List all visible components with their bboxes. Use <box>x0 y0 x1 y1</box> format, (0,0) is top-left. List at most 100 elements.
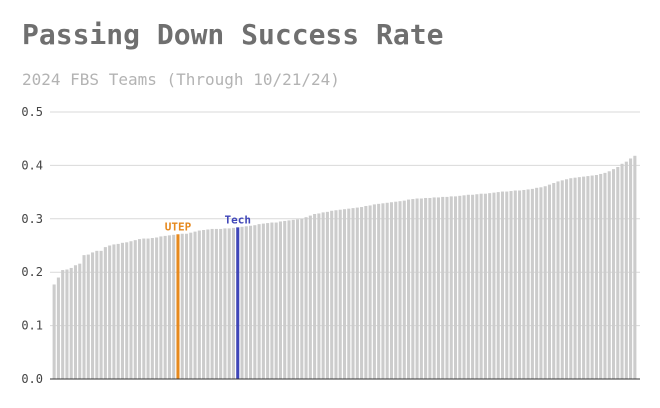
bar <box>202 230 206 379</box>
bar <box>381 203 385 379</box>
bar <box>629 158 633 379</box>
bar <box>419 198 423 379</box>
bar <box>266 223 270 379</box>
y-tick-label: 0.0 <box>21 372 43 386</box>
bar <box>244 226 248 379</box>
bar <box>52 284 56 379</box>
bar <box>206 229 210 379</box>
bar <box>355 207 359 379</box>
bar <box>73 265 78 379</box>
bar <box>407 199 411 379</box>
bar <box>240 226 244 379</box>
bar <box>552 183 556 379</box>
bar <box>483 193 487 379</box>
bar <box>103 247 107 379</box>
bar <box>189 232 193 379</box>
bar <box>283 220 287 379</box>
bar <box>432 197 436 379</box>
bar <box>227 228 231 379</box>
bar <box>231 227 236 379</box>
bar <box>377 203 381 379</box>
bar <box>389 202 394 379</box>
bar <box>317 213 321 379</box>
bar <box>492 192 496 379</box>
bar <box>184 233 189 379</box>
bar <box>633 155 637 379</box>
bar <box>526 189 530 379</box>
bar <box>137 239 142 379</box>
bar <box>505 191 509 379</box>
bar <box>172 234 176 379</box>
bar <box>471 194 475 379</box>
y-tick-label: 0.4 <box>21 158 43 172</box>
bar <box>368 205 372 379</box>
bar <box>586 176 590 379</box>
bar <box>78 263 82 379</box>
bar <box>270 222 274 379</box>
bar <box>428 197 432 379</box>
bar <box>155 237 159 379</box>
bar <box>496 192 500 379</box>
bar-annotation: Tech <box>224 213 251 226</box>
bar <box>351 208 355 379</box>
bar <box>325 211 329 379</box>
bar <box>159 236 163 379</box>
bar <box>424 197 428 379</box>
bar <box>616 167 620 379</box>
bar <box>603 172 607 379</box>
bar <box>214 228 218 379</box>
bar <box>347 208 351 379</box>
bar <box>590 175 594 379</box>
bar <box>462 195 466 379</box>
bar <box>479 193 483 379</box>
bar <box>291 219 295 379</box>
bar <box>360 207 364 379</box>
bar <box>577 177 581 379</box>
bar <box>321 212 325 379</box>
bar <box>142 238 146 379</box>
bar <box>274 222 278 379</box>
bar <box>91 252 95 379</box>
bar <box>488 193 492 379</box>
y-tick-label: 0.2 <box>21 265 43 279</box>
bar <box>573 177 577 379</box>
bar-annotation: UTEP <box>165 220 192 233</box>
bar <box>513 190 517 379</box>
bar <box>599 173 603 379</box>
bar <box>108 245 112 379</box>
bar <box>594 175 598 379</box>
bar <box>295 219 300 379</box>
bar <box>313 213 317 379</box>
bar-highlight <box>236 227 240 379</box>
bar <box>624 161 628 379</box>
bar <box>125 242 129 379</box>
bar <box>56 277 60 379</box>
bar <box>372 204 376 379</box>
bar <box>146 238 150 379</box>
bar <box>287 220 291 379</box>
bar <box>99 250 103 379</box>
bar <box>120 242 124 379</box>
bar <box>466 194 470 379</box>
bar <box>253 225 257 379</box>
bar <box>82 255 86 379</box>
y-tick-label: 0.3 <box>21 212 43 226</box>
bar <box>304 217 308 379</box>
bar <box>394 201 398 379</box>
bar <box>219 228 223 379</box>
bar <box>330 210 334 379</box>
bar <box>197 230 201 379</box>
bar <box>500 191 505 379</box>
bar <box>449 196 453 379</box>
bar <box>385 202 389 379</box>
bar <box>223 228 227 379</box>
bar <box>334 210 338 379</box>
chart-subtitle: 2024 FBS Teams (Through 10/21/24) <box>22 70 340 89</box>
bar <box>69 267 73 379</box>
bar <box>556 181 560 379</box>
bar <box>607 171 611 379</box>
bar <box>133 240 137 379</box>
bar <box>261 223 265 379</box>
bar <box>163 235 167 379</box>
